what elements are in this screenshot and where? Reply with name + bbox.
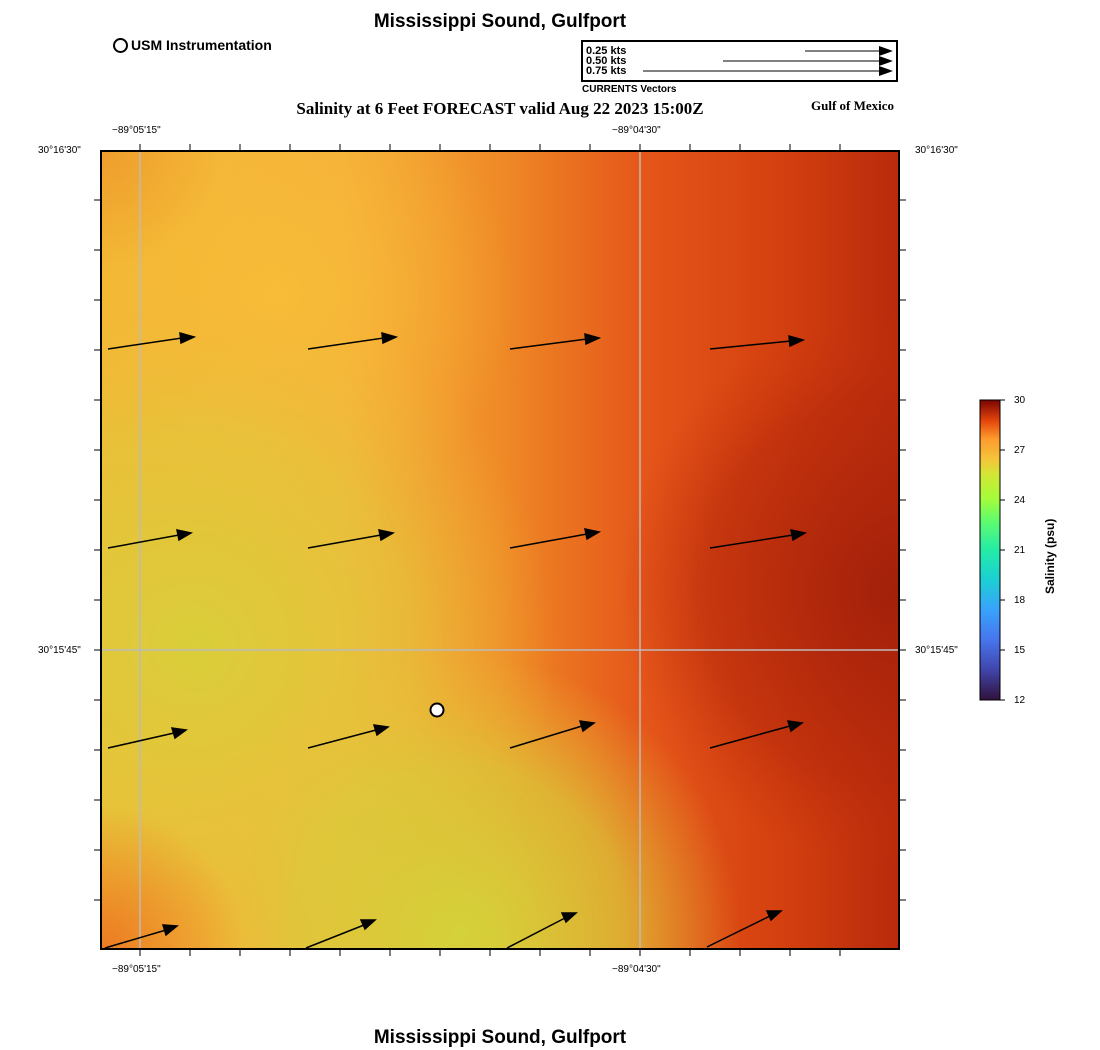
arrow-icon <box>879 46 893 56</box>
vector-key-label-1: 0.25 kts <box>586 45 627 57</box>
graticule <box>100 150 900 950</box>
top-tick-label-2: −89°04'30" <box>612 125 661 136</box>
current-vector-arrow <box>509 720 596 749</box>
current-vector-arrow <box>509 528 602 549</box>
vector-key-caption: CURRENTS Vectors <box>582 84 677 95</box>
current-vector-arrow <box>706 910 783 948</box>
vector-key-label-3: 0.75 kts <box>586 65 627 77</box>
current-vector-arrow <box>107 727 188 749</box>
frame-ticks <box>94 144 906 956</box>
right-tick-label-2: 30°15'45" <box>915 645 958 656</box>
bottom-tick-label-1: −89°05'15" <box>112 964 161 975</box>
map-title: Mississippi Sound, Gulfport <box>373 11 627 32</box>
map-subtitle: Salinity at 6 Feet FORECAST valid Aug 22… <box>296 99 704 118</box>
region-label: Gulf of Mexico <box>811 98 895 113</box>
current-vector-arrow <box>107 331 197 350</box>
current-vector-arrow <box>307 724 390 749</box>
legend-usm-label: USM Instrumentation <box>131 37 272 53</box>
current-vector-arrow <box>709 720 804 749</box>
current-vector-arrow <box>709 334 806 350</box>
current-vector-arrow <box>104 924 179 949</box>
colorbar-tick-24: 24 <box>1014 495 1026 506</box>
usm-station-marker <box>429 702 445 718</box>
map-frame <box>100 150 900 950</box>
vector-key-arrows <box>643 46 893 76</box>
salinity-map <box>100 150 900 950</box>
colorbar-tick-30: 30 <box>1014 395 1026 406</box>
colorbar-label: Salinity (psu) <box>1043 518 1057 594</box>
bottom-tick-label-2: −89°04'30" <box>612 964 661 975</box>
current-vector-arrow <box>305 919 377 949</box>
current-vector-arrow <box>307 331 399 350</box>
map-title-bottom: Mississippi Sound, Gulfport <box>373 1027 627 1048</box>
station-circle-icon <box>113 37 128 53</box>
current-vector-arrow <box>307 529 396 549</box>
right-tick-label-1: 30°16'30" <box>915 145 958 156</box>
current-vector-arrow <box>107 529 194 549</box>
current-vector-arrow <box>709 529 808 549</box>
current-vector-arrow <box>509 332 602 350</box>
colorbar-tick-21: 21 <box>1014 545 1026 556</box>
left-tick-label-1: 30°16'30" <box>38 145 81 156</box>
legend-usm: USM Instrumentation <box>113 37 272 53</box>
colorbar-tick-18: 18 <box>1014 595 1026 606</box>
colorbar-tick-27: 27 <box>1014 445 1026 456</box>
colorbar-tick-15: 15 <box>1014 645 1026 656</box>
colorbar-tick-12: 12 <box>1014 695 1026 706</box>
top-tick-label-1: −89°05'15" <box>112 125 161 136</box>
vector-key: 0.25 kts 0.50 kts 0.75 kts <box>581 40 898 82</box>
left-tick-label-2: 30°15'45" <box>38 645 81 656</box>
current-vectors <box>104 331 808 949</box>
current-vector-arrow <box>506 912 578 949</box>
arrow-icon <box>879 66 893 76</box>
colorbar <box>979 399 1005 701</box>
vector-key-label-2: 0.50 kts <box>586 55 627 67</box>
arrow-icon <box>879 56 893 66</box>
